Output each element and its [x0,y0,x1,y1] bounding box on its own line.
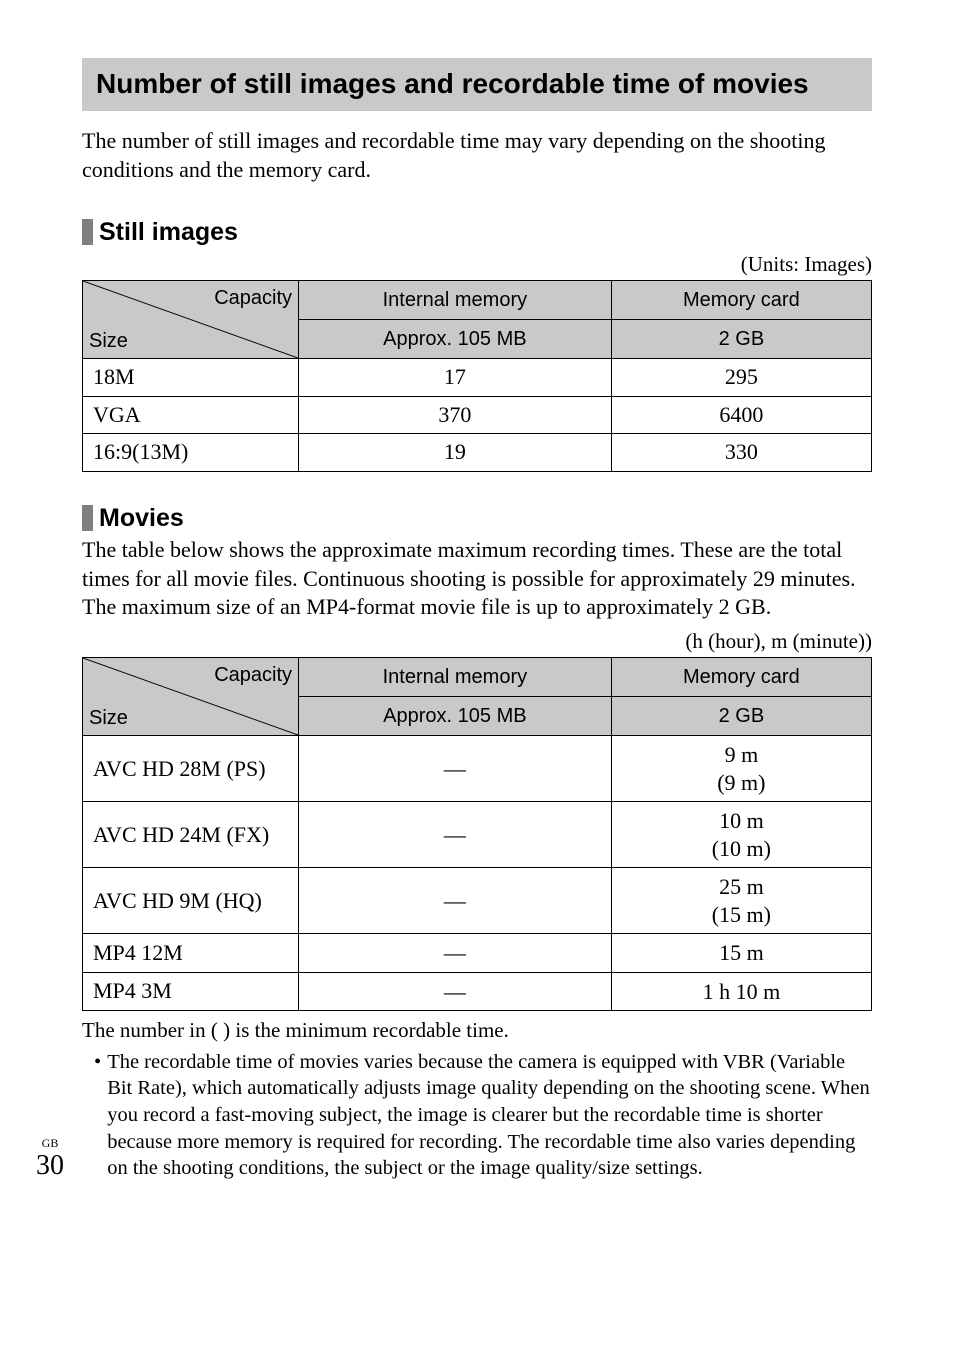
col-internal-sub: Approx. 105 MB [299,697,612,736]
diag-size: Size [89,705,128,731]
page-number: 30 [36,1152,64,1180]
movies-para: The table below shows the approximate ma… [82,536,872,622]
movies-footnote: The number in ( ) is the minimum recorda… [82,1017,872,1044]
table-row: VGA 370 6400 [83,396,872,434]
cell-a: 10 m [719,808,764,833]
cell: — [299,802,612,868]
col-internal: Internal memory [299,280,612,319]
cell: — [299,868,612,934]
section-title: Number of still images and recordable ti… [82,58,872,111]
row-label: MP4 3M [83,972,299,1011]
row-label: MP4 12M [83,934,299,973]
cell-b: (9 m) [717,770,765,795]
movies-heading-row: Movies [82,502,872,535]
row-label: 18M [83,358,299,396]
cell-a: 25 m [719,874,764,899]
cell: 6400 [611,396,871,434]
col-internal-sub: Approx. 105 MB [299,319,612,358]
table-row: AVC HD 9M (HQ) — 25 m (15 m) [83,868,872,934]
cell: — [299,934,612,973]
bullet-dot-icon: • [94,1049,101,1182]
still-heading-row: Still images [82,216,872,249]
cell-a: 9 m [725,742,759,767]
cell: 1 h 10 m [611,972,871,1011]
movies-heading: Movies [99,502,184,535]
movies-table: Capacity Size Internal memory Memory car… [82,657,872,1011]
diag-size: Size [89,328,128,354]
cell: 25 m (15 m) [611,868,871,934]
row-label: AVC HD 28M (PS) [83,736,299,802]
bullet-box-icon [82,505,93,531]
cell: 17 [299,358,612,396]
cell: 19 [299,434,612,472]
page-number-block: GB 30 [36,1136,64,1180]
cell: — [299,736,612,802]
col-memcard: Memory card [611,280,871,319]
diag-capacity: Capacity [214,285,292,311]
cell: 9 m (9 m) [611,736,871,802]
col-internal: Internal memory [299,658,612,697]
table-row: 18M 17 295 [83,358,872,396]
still-table: Capacity Size Internal memory Memory car… [82,280,872,472]
cell-b: (10 m) [712,836,771,861]
cell: 370 [299,396,612,434]
vbr-note: • The recordable time of movies varies b… [82,1049,872,1182]
table-row: 16:9(13M) 19 330 [83,434,872,472]
col-memcard-sub: 2 GB [611,319,871,358]
still-units: (Units: Images) [82,251,872,278]
row-label: VGA [83,396,299,434]
table-row: MP4 12M — 15 m [83,934,872,973]
movies-units: (h (hour), m (minute)) [82,628,872,655]
col-memcard: Memory card [611,658,871,697]
cell: 330 [611,434,871,472]
cell: 295 [611,358,871,396]
table-row: AVC HD 24M (FX) — 10 m (10 m) [83,802,872,868]
bullet-box-icon [82,219,93,245]
diag-capacity: Capacity [214,662,292,688]
table-row: AVC HD 28M (PS) — 9 m (9 m) [83,736,872,802]
vbr-note-text: The recordable time of movies varies bec… [107,1049,872,1182]
row-label: AVC HD 9M (HQ) [83,868,299,934]
col-memcard-sub: 2 GB [611,697,871,736]
cell: 10 m (10 m) [611,802,871,868]
row-label: 16:9(13M) [83,434,299,472]
cell: — [299,972,612,1011]
table-row: MP4 3M — 1 h 10 m [83,972,872,1011]
cell-b: (15 m) [712,902,771,927]
cell: 15 m [611,934,871,973]
still-heading: Still images [99,216,238,249]
row-label: AVC HD 24M (FX) [83,802,299,868]
intro-text: The number of still images and recordabl… [82,127,872,184]
